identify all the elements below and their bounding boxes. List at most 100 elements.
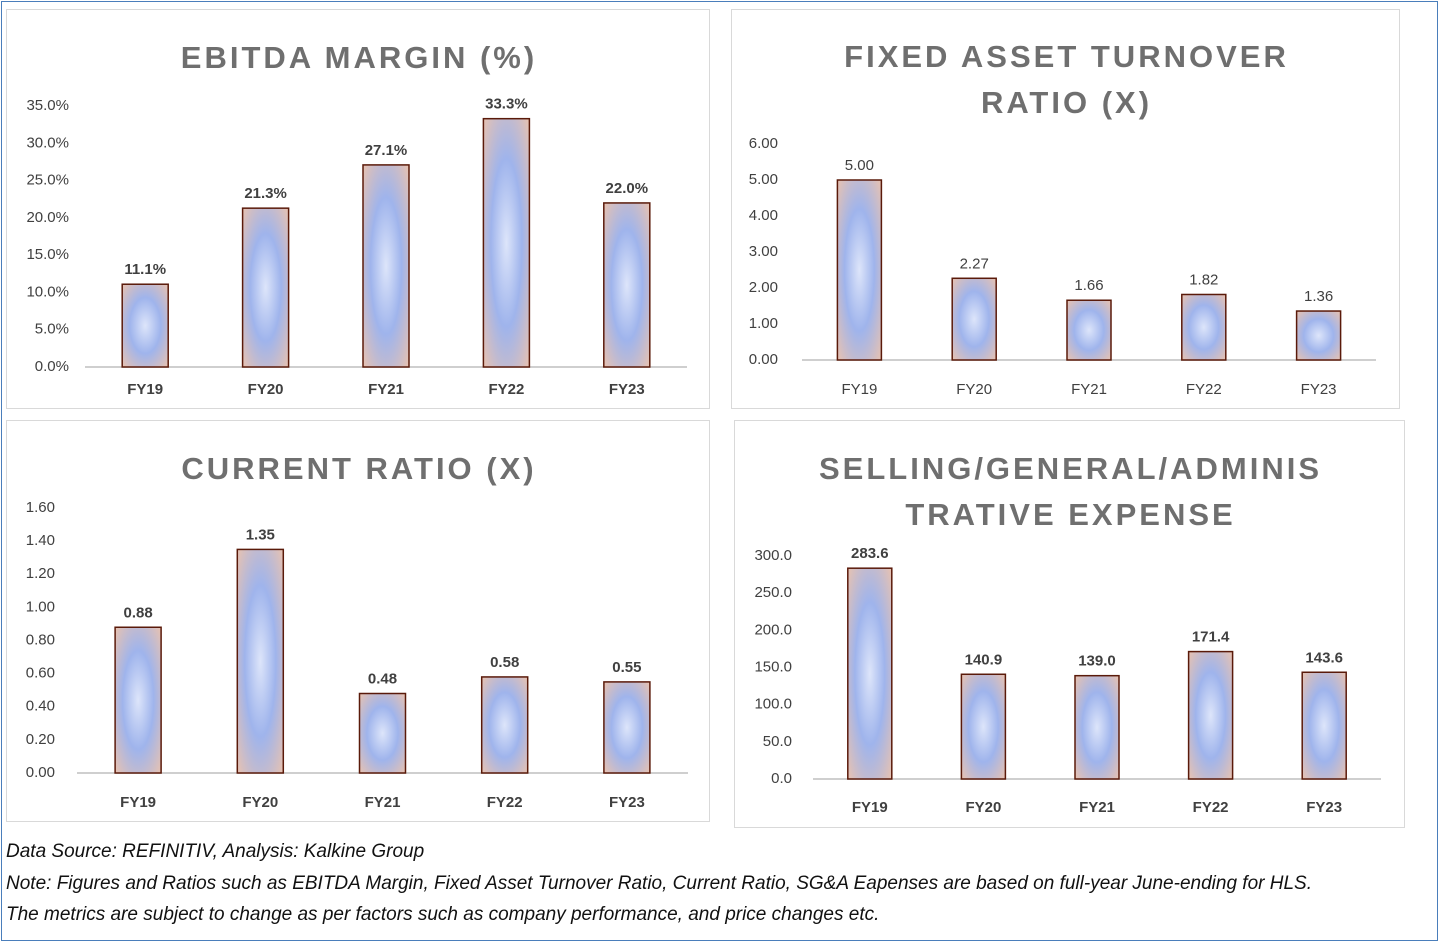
- bar: [121, 283, 169, 368]
- y-tick-label: 30.0%: [26, 134, 69, 151]
- data-label: 0.48: [368, 671, 397, 688]
- bar: [1074, 674, 1120, 780]
- category-label: FY23: [609, 794, 645, 811]
- y-tick-label: 0.40: [26, 698, 55, 715]
- chart-svg: FIXED ASSET TURNOVER RATIO (X) 0.00 1.00 2.0…: [749, 39, 1376, 398]
- chart-title: SELLING/GENERAL/ADMINIS: [819, 451, 1322, 486]
- data-label: 0.88: [123, 604, 152, 621]
- data-label: 0.58: [490, 654, 519, 671]
- current-ratio-chart: CURRENT RATIO (X) 0.00 0.20 0.40 0.60 0.80 1.0…: [6, 420, 710, 822]
- category-label: FY22: [1186, 381, 1222, 398]
- y-tick-label: 200.0: [754, 621, 792, 638]
- y-tick-label: 2.00: [749, 279, 778, 296]
- y-tick-label: 0.0: [771, 770, 792, 787]
- bar: [603, 202, 651, 368]
- y-tick-label: 0.80: [26, 631, 55, 648]
- category-label: FY19: [120, 794, 156, 811]
- data-label: 1.82: [1189, 271, 1218, 288]
- ebitda-margin-chart: EBITDA MARGIN (%) 0.0% 5.0% 10.0% 15.0% 20.0%…: [6, 9, 710, 409]
- data-label: 1.36: [1304, 288, 1333, 305]
- y-tick-label: 50.0: [763, 733, 792, 750]
- bar: [951, 277, 997, 361]
- bar: [480, 676, 529, 774]
- category-label: FY23: [1301, 381, 1337, 398]
- y-tick-label: 6.00: [749, 135, 778, 152]
- y-tick-label: 100.0: [754, 696, 792, 713]
- data-label: 5.00: [845, 157, 874, 174]
- category-label: FY23: [609, 381, 645, 398]
- bar: [1187, 650, 1234, 780]
- y-tick-label: 1.20: [26, 565, 55, 582]
- bar: [236, 548, 285, 774]
- data-label: 27.1%: [365, 142, 408, 159]
- chart-svg: SELLING/GENERAL/ADMINIS TRATIVE EXPENSE 0.…: [754, 451, 1381, 816]
- sga-expense-chart: SELLING/GENERAL/ADMINIS TRATIVE EXPENSE 0.…: [734, 420, 1405, 828]
- fixed-asset-turnover-chart: FIXED ASSET TURNOVER RATIO (X) 0.00 1.00 2.0…: [731, 9, 1400, 409]
- data-label: 21.3%: [244, 185, 287, 202]
- y-tick-label: 0.00: [26, 764, 55, 781]
- y-tick-label: 1.00: [26, 598, 55, 615]
- y-tick-label: 5.00: [749, 171, 778, 188]
- bar: [1066, 299, 1112, 361]
- bar: [603, 681, 651, 774]
- y-tick-label: 1.40: [26, 532, 55, 549]
- bar: [1295, 310, 1342, 361]
- y-tick-label: 4.00: [749, 207, 778, 224]
- bar: [1181, 293, 1227, 361]
- category-label: FY20: [956, 381, 992, 398]
- y-tick-label: 3.00: [749, 243, 778, 260]
- y-tick-label: 5.0%: [35, 321, 69, 338]
- y-tick-label: 10.0%: [26, 283, 69, 300]
- bar: [362, 164, 410, 368]
- y-tick-label: 1.00: [749, 315, 778, 332]
- bar: [1301, 671, 1347, 780]
- y-tick-label: 35.0%: [26, 97, 69, 114]
- y-tick-label: 0.20: [26, 731, 55, 748]
- data-source-text: Data Source: REFINITIV, Analysis: Kalkin…: [6, 841, 425, 862]
- note-line-2: The metrics are subject to change as per…: [6, 904, 880, 925]
- y-tick-label: 150.0: [754, 658, 792, 675]
- bar: [960, 673, 1007, 780]
- bar: [114, 626, 162, 774]
- data-label: 139.0: [1078, 653, 1116, 670]
- y-tick-label: 300.0: [754, 547, 792, 564]
- data-label: 1.35: [246, 526, 275, 543]
- category-label: FY19: [841, 381, 877, 398]
- category-label: FY20: [242, 794, 278, 811]
- category-label: FY21: [1079, 799, 1115, 816]
- category-label: FY22: [488, 381, 524, 398]
- chart-title: TRATIVE EXPENSE: [905, 497, 1235, 532]
- chart-title: FIXED ASSET TURNOVER: [844, 39, 1289, 74]
- bar: [836, 179, 883, 361]
- bar: [241, 207, 290, 368]
- chart-title: EBITDA MARGIN (%): [181, 40, 537, 75]
- category-label: FY21: [1071, 381, 1107, 398]
- y-tick-label: 1.60: [26, 499, 55, 516]
- category-label: FY22: [487, 794, 523, 811]
- data-label: 283.6: [851, 545, 889, 562]
- category-label: FY19: [852, 799, 888, 816]
- category-label: FY20: [965, 799, 1001, 816]
- data-label: 143.6: [1305, 649, 1343, 666]
- data-label: 33.3%: [485, 96, 528, 113]
- category-label: FY23: [1306, 799, 1342, 816]
- y-tick-label: 0.0%: [35, 358, 69, 375]
- y-tick-label: 0.00: [749, 351, 778, 368]
- chart-title: CURRENT RATIO (X): [181, 451, 536, 486]
- chart-svg: CURRENT RATIO (X) 0.00 0.20 0.40 0.60 0.80 1.0…: [26, 451, 688, 811]
- chart-title: RATIO (X): [981, 85, 1152, 120]
- bar: [847, 567, 893, 780]
- data-label: 0.55: [612, 659, 641, 676]
- data-label: 171.4: [1192, 629, 1230, 646]
- bar: [358, 692, 407, 774]
- bar: [482, 117, 531, 368]
- category-label: FY21: [368, 381, 404, 398]
- note-line-1: Note: Figures and Ratios such as EBITDA …: [6, 873, 1312, 894]
- category-label: FY22: [1193, 799, 1229, 816]
- chart-svg: EBITDA MARGIN (%) 0.0% 5.0% 10.0% 15.0% 20.0%…: [26, 40, 687, 398]
- data-label: 2.27: [960, 255, 989, 272]
- y-tick-label: 250.0: [754, 584, 792, 601]
- y-tick-label: 15.0%: [26, 246, 69, 263]
- data-label: 22.0%: [606, 180, 649, 197]
